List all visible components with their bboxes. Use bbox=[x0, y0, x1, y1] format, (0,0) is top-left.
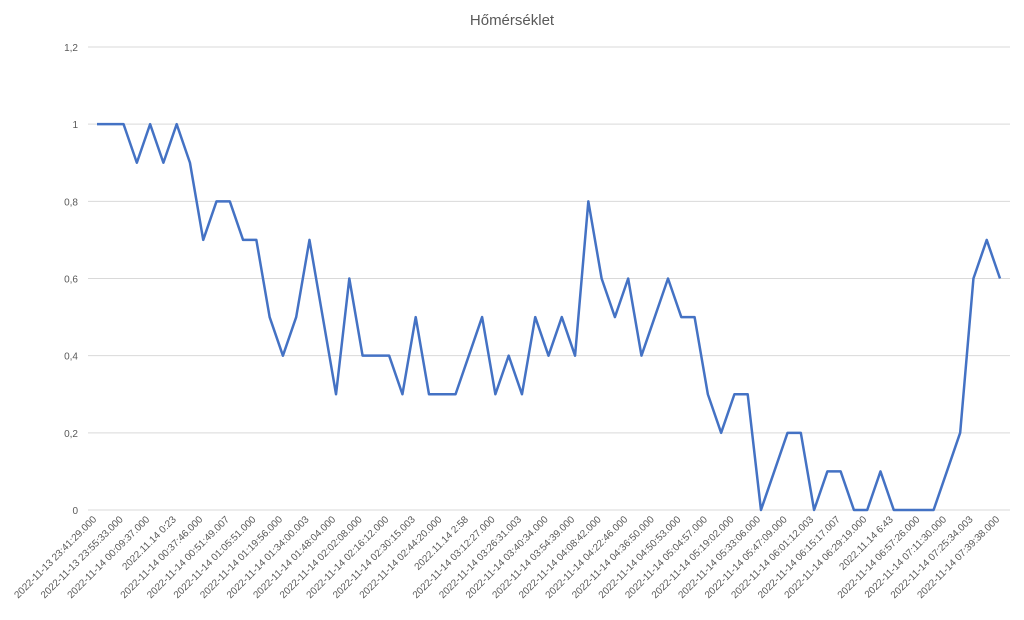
y-tick-label: 0,2 bbox=[64, 429, 78, 440]
y-tick-label: 0,6 bbox=[64, 275, 78, 286]
data-line bbox=[97, 122, 1002, 512]
y-tick-label: 1 bbox=[72, 120, 78, 131]
chart-title: Hőmérséklet bbox=[470, 12, 555, 29]
y-tick-label: 0 bbox=[72, 506, 78, 517]
y-tick-label: 0,8 bbox=[64, 197, 78, 208]
y-tick-label: 1,2 bbox=[64, 43, 78, 54]
y-tick-label: 0,4 bbox=[64, 352, 78, 363]
